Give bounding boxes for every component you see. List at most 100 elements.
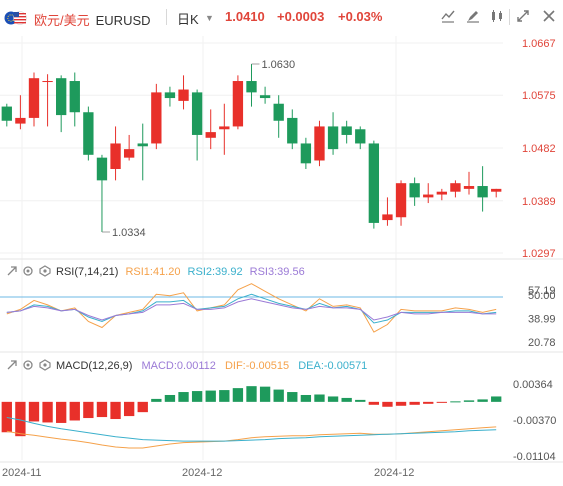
panel-dividers (0, 258, 563, 463)
macd-bar (137, 401, 148, 413)
settings-gear-icon[interactable] (39, 265, 51, 280)
macd-bar (178, 392, 189, 402)
macd-bar (191, 391, 203, 402)
candle-body (191, 92, 203, 135)
macd-tick-label: -0.01104 (513, 451, 556, 463)
draw-icon[interactable] (463, 9, 483, 27)
candle-body (423, 194, 434, 198)
time-tick-label: 2024-12 (182, 467, 222, 479)
candle-body (409, 183, 420, 198)
time-tick-label: 2024-12 (374, 467, 414, 479)
candle-body (96, 157, 108, 181)
macd-bar (436, 401, 447, 403)
candle-body (151, 92, 162, 144)
candle-body (164, 92, 176, 99)
macd-bar (327, 396, 339, 402)
price-tick-label: 1.0575 (522, 90, 556, 102)
dif-value: DIF:-0.00515 (224, 360, 290, 372)
settings-gear-icon[interactable] (39, 359, 51, 374)
candle-body (15, 117, 26, 124)
macd-bar (164, 394, 176, 402)
rsi1-value: RSI1:41.20 (125, 266, 181, 278)
rsi-series (6, 283, 497, 333)
candle-body (259, 95, 271, 99)
candle-body (137, 143, 148, 147)
close-icon[interactable] (539, 9, 559, 27)
macd-line-dea (6, 417, 497, 442)
candle-body (246, 81, 257, 93)
macd-bar (395, 401, 407, 406)
macd-bar (28, 401, 40, 422)
time-axis: 2024-11 2024-12 2024-12 (2, 467, 414, 479)
candle-body (56, 78, 67, 116)
period-selector[interactable]: 日K (177, 12, 199, 27)
candle-body (327, 126, 339, 150)
candle-body (491, 188, 502, 192)
candle-body (450, 183, 461, 192)
chart-header: 欧元/美元 EURUSD 日K ▼ 1.0410 +0.0003 +0.03% (0, 0, 563, 36)
collapse-icon[interactable] (6, 359, 18, 374)
rsi2-value: RSI2:39.92 (187, 266, 243, 278)
rsi-tick-label: 57.19 (528, 285, 556, 297)
dea-value: DEA:-0.00571 (298, 360, 368, 372)
candlestick-series (1, 64, 502, 232)
candle-body (300, 143, 312, 164)
macd-bar (96, 401, 108, 418)
macd-bar (287, 392, 298, 402)
macd-bar (477, 399, 488, 402)
price-axis: 1.0667 1.0575 1.0482 1.0389 1.0297 (522, 38, 556, 260)
candle-body (395, 183, 407, 218)
fullscreen-icon[interactable] (513, 9, 533, 27)
settings-gear-icon[interactable] (22, 359, 34, 374)
candle-body (341, 126, 352, 135)
rsi-line-rsi2 (6, 293, 497, 324)
rsi-title: RSI(7,14,21) (56, 266, 119, 278)
price-tick-label: 1.0667 (522, 38, 556, 50)
candle-body (178, 89, 189, 101)
last-price: 1.0410 (225, 9, 265, 24)
symbol-selector[interactable]: 欧元/美元 EURUSD (34, 10, 151, 29)
macd-bar (300, 394, 312, 402)
macd-line-dif (6, 426, 497, 449)
macd-axis: 0.00364 -0.00370 -0.01104 (513, 379, 556, 463)
price-tick-label: 1.0389 (522, 196, 556, 208)
price-tick-label: 1.0482 (522, 143, 556, 155)
rsi-tick-label: 20.78 (528, 337, 556, 349)
macd-bar (423, 401, 434, 404)
settings-gear-icon[interactable] (22, 265, 34, 280)
macd-bar (341, 397, 352, 402)
rsi-tick-label: 38.99 (528, 313, 556, 325)
rsi-line-rsi3 (6, 298, 497, 321)
low-label: 1.0334 (112, 227, 146, 239)
macd-bar (409, 401, 420, 405)
high-label: 1.0630 (262, 59, 296, 71)
macd-histogram (1, 386, 502, 437)
divider (166, 9, 167, 25)
macd-title: MACD(12,26,9) (56, 360, 133, 372)
compare-icon[interactable] (487, 9, 507, 27)
pair-code: EURUSD (95, 13, 151, 28)
macd-bar (110, 401, 121, 420)
macd-bar (1, 401, 12, 433)
macd-bar (314, 394, 325, 402)
candle-body (28, 78, 40, 118)
chevron-down-icon[interactable]: ▼ (205, 13, 214, 23)
macd-bar (42, 401, 53, 423)
macd-bar (123, 401, 135, 417)
candle-body (382, 214, 393, 221)
candle-body (436, 191, 447, 195)
collapse-icon[interactable] (6, 265, 18, 280)
pair-name: 欧元/美元 (34, 13, 90, 28)
macd-bar (273, 389, 284, 402)
candle-body (287, 117, 298, 144)
macd-bar (463, 400, 475, 402)
price-change-pct: +0.03% (338, 9, 383, 24)
price-tick-label: 1.0297 (522, 248, 556, 260)
candle-body (123, 149, 135, 158)
candle-body (205, 132, 216, 138)
indicator-icon[interactable] (438, 9, 458, 27)
candle-body (477, 186, 488, 198)
macd-bar (355, 399, 366, 402)
candle-body (83, 112, 94, 155)
